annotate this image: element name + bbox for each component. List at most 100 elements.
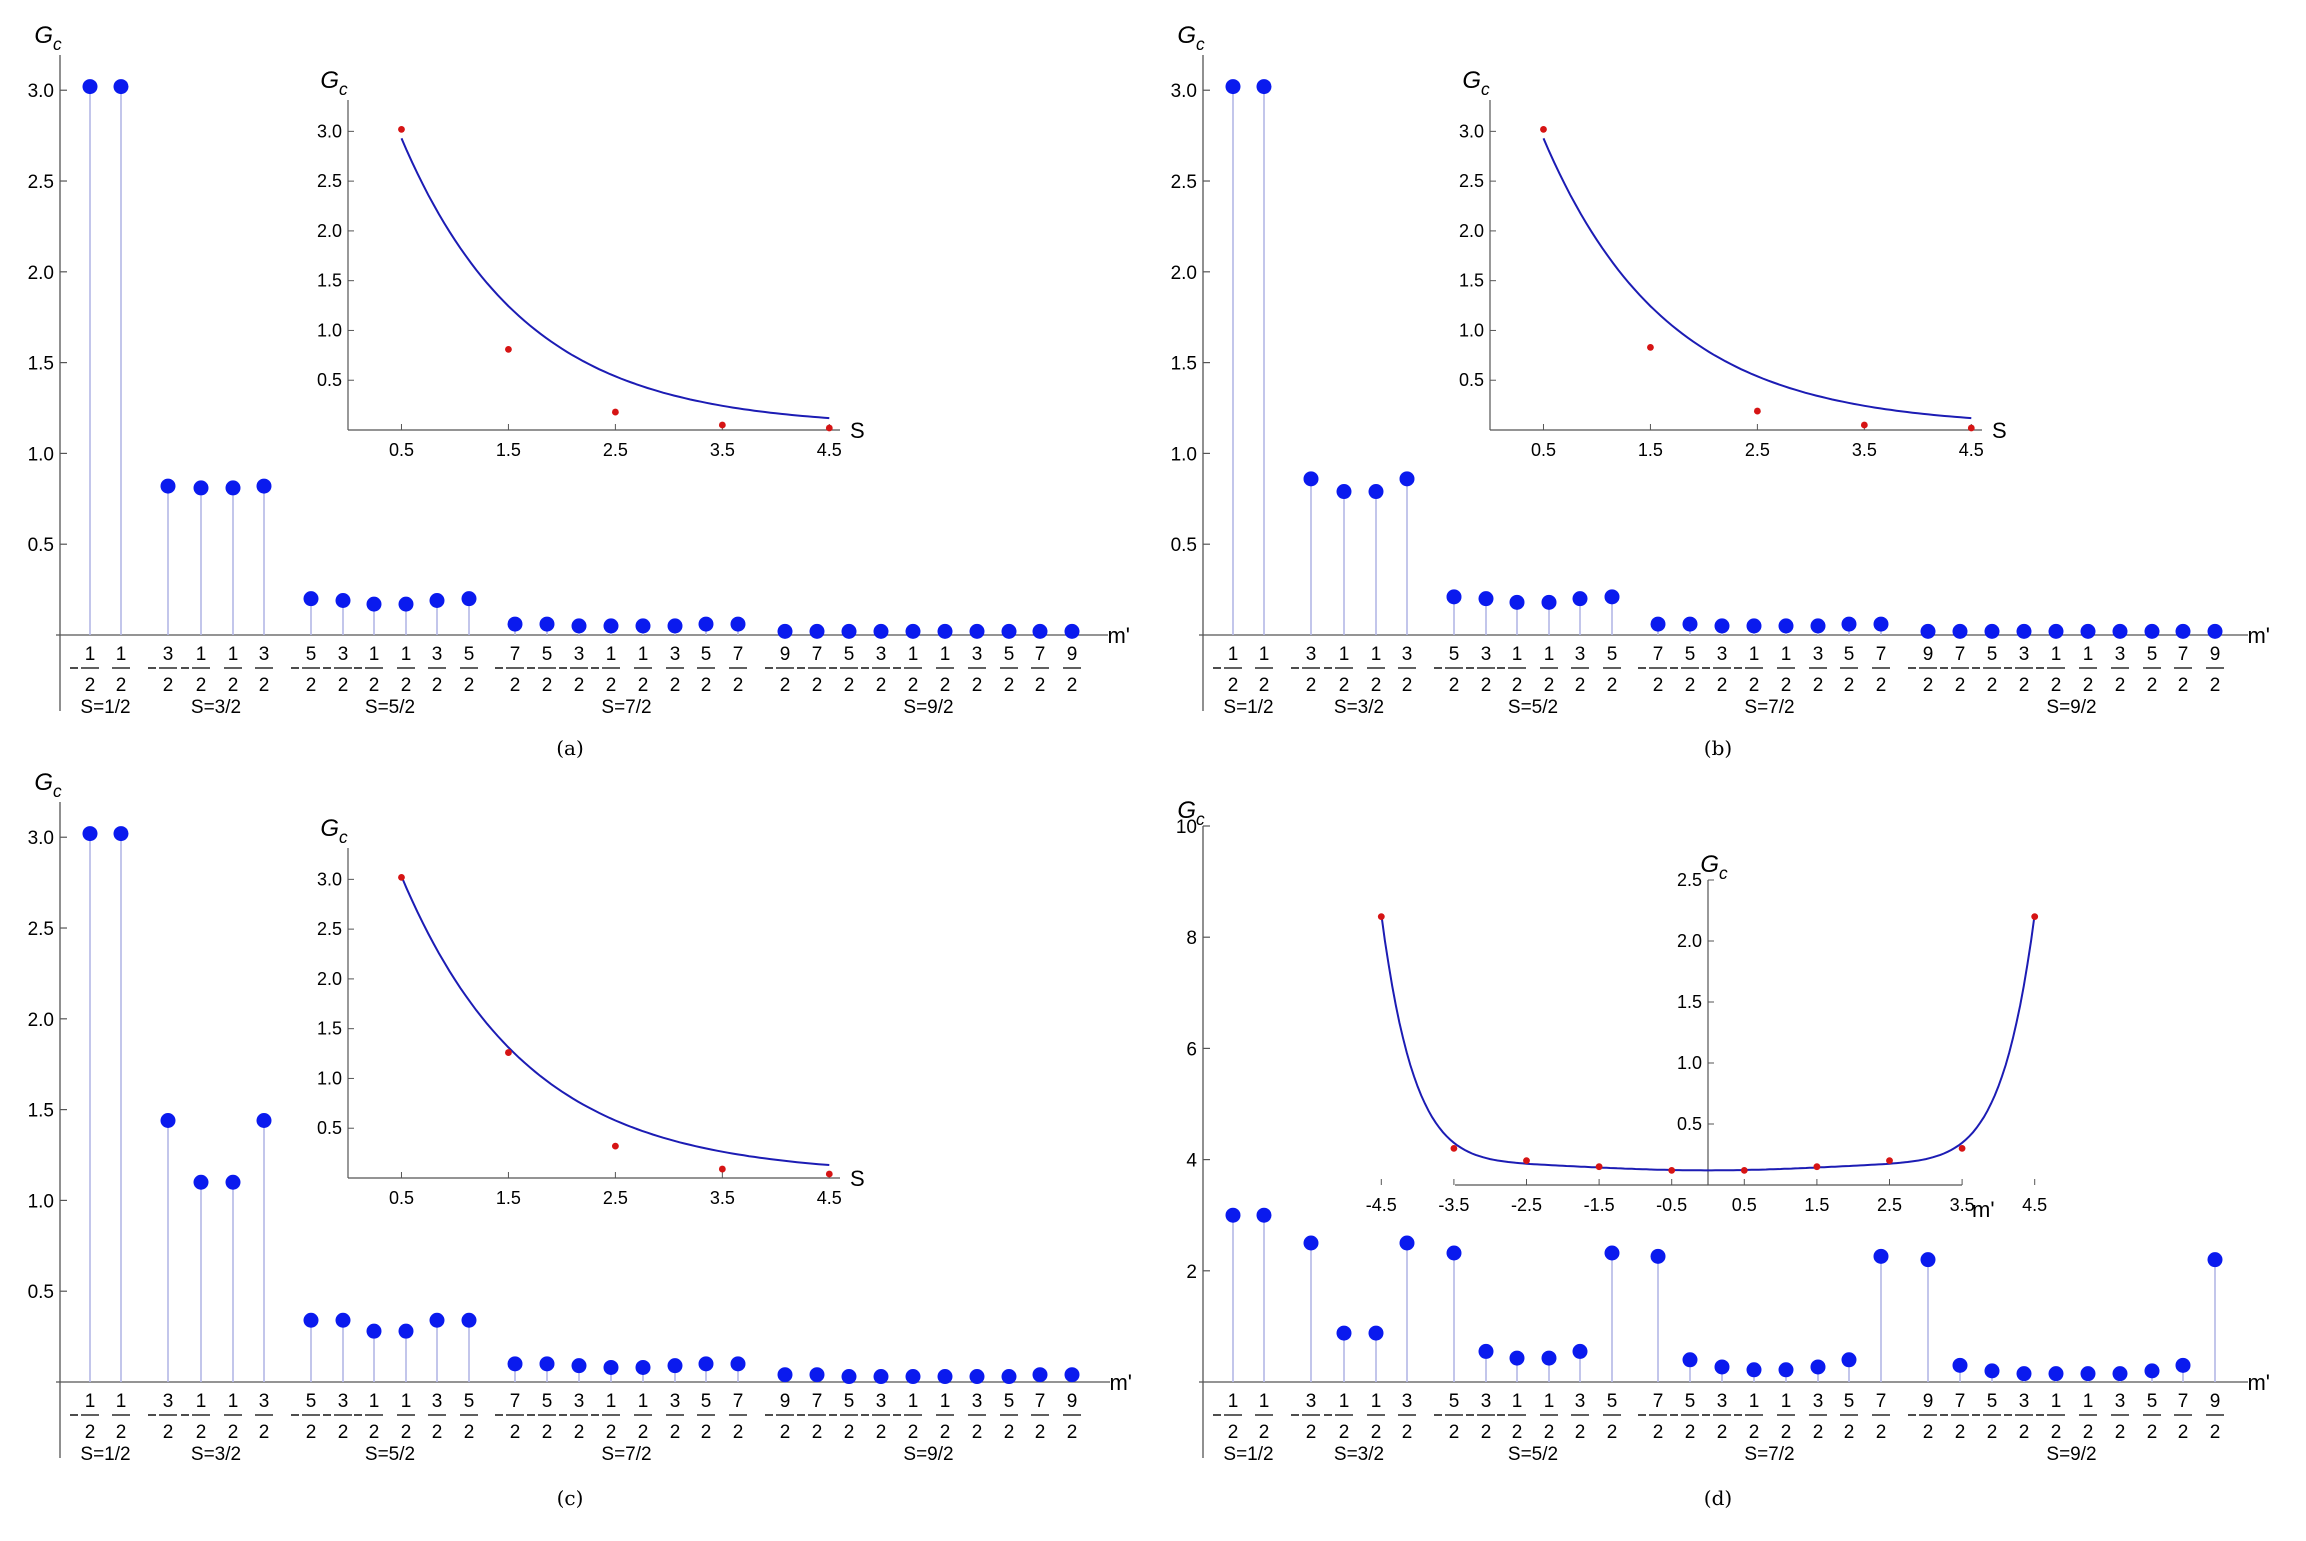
y-axis-label: Gc xyxy=(1177,22,1205,54)
x-tick-denominator: 2 xyxy=(733,1422,744,1443)
x-tick-numerator: 3 xyxy=(972,1391,983,1412)
x-tick-numerator: 7 xyxy=(733,1391,744,1412)
inset-x-axis-label: S xyxy=(850,418,865,443)
data-point xyxy=(398,1323,414,1339)
x-tick-denominator: 2 xyxy=(1067,1422,1078,1443)
x-tick-numerator: 1 xyxy=(196,1391,207,1412)
data-point xyxy=(1682,1352,1698,1368)
x-axis-label: m' xyxy=(1109,1370,1132,1395)
group-label: S=3/2 xyxy=(191,697,241,718)
group-label: S=7/2 xyxy=(1744,1444,1794,1465)
x-tick-numerator: 3 xyxy=(1402,1391,1413,1412)
y-tick-label: 1.5 xyxy=(28,354,54,375)
data-point xyxy=(1572,1343,1588,1359)
inset-data-point xyxy=(1668,1166,1676,1174)
inset-fit-curve xyxy=(400,876,830,1166)
inset-data-point xyxy=(611,408,619,416)
inset-y-axis-label: Gc xyxy=(320,815,348,847)
x-tick-denominator: 2 xyxy=(1717,675,1728,696)
inset-y-tick-label: 3.0 xyxy=(317,121,342,141)
x-tick-denominator: 2 xyxy=(1449,1422,1460,1443)
inset-x-axis-label: m' xyxy=(1972,1197,1995,1222)
x-tick-denominator: 2 xyxy=(876,1422,887,1443)
data-point xyxy=(1952,1357,1968,1373)
data-point xyxy=(603,1359,619,1375)
x-tick-numerator: 1 xyxy=(2083,644,2094,665)
x-tick-numerator: 3 xyxy=(259,1391,270,1412)
x-tick-numerator: 1 xyxy=(1259,1391,1270,1412)
inset-data-point xyxy=(505,345,512,353)
inset-x-tick-label: 4.5 xyxy=(817,440,842,460)
data-point xyxy=(1064,1367,1080,1383)
x-tick-denominator: 2 xyxy=(1035,1422,1046,1443)
x-tick-numerator: 1 xyxy=(1339,1391,1350,1412)
panel-a: 0.51.01.52.02.53.0Gcm'1212S=1/232121232S… xyxy=(28,22,1130,760)
x-tick-numerator: 5 xyxy=(844,1391,855,1412)
x-tick-numerator: 3 xyxy=(1813,644,1824,665)
x-tick-denominator: 2 xyxy=(780,1422,791,1443)
x-tick-denominator: 2 xyxy=(908,1422,919,1443)
panel-caption: (c) xyxy=(557,1486,584,1510)
inset-data-point xyxy=(1753,407,1761,415)
x-tick-numerator: 1 xyxy=(228,1391,239,1412)
inset-x-tick-label: 4.5 xyxy=(817,1188,842,1208)
x-tick-denominator: 2 xyxy=(1781,675,1792,696)
data-point xyxy=(1984,623,2000,639)
data-point xyxy=(1225,79,1241,95)
inset-data-point xyxy=(505,1049,512,1056)
inset-data-point xyxy=(1523,1157,1530,1164)
x-tick-denominator: 2 xyxy=(606,1422,617,1443)
x-tick-numerator: 9 xyxy=(1067,1391,1078,1412)
x-tick-denominator: 2 xyxy=(116,675,127,696)
x-tick-denominator: 2 xyxy=(844,1422,855,1443)
inset-y-tick-label: 0.5 xyxy=(1677,1114,1702,1134)
data-point xyxy=(1920,1252,1936,1268)
data-point xyxy=(82,826,98,842)
x-tick-denominator: 2 xyxy=(1781,1422,1792,1443)
x-tick-denominator: 2 xyxy=(196,1422,207,1443)
inset-y-tick-label: 3.0 xyxy=(1459,121,1484,141)
inset-data-point xyxy=(825,424,833,432)
x-tick-denominator: 2 xyxy=(196,675,207,696)
x-tick-denominator: 2 xyxy=(1402,1422,1413,1443)
inset-data-point xyxy=(1595,1163,1603,1171)
x-tick-numerator: 1 xyxy=(1544,1391,1555,1412)
data-point xyxy=(937,1369,953,1385)
group-label: S=3/2 xyxy=(1334,697,1384,718)
x-tick-denominator: 2 xyxy=(464,1422,475,1443)
inset-data-point xyxy=(1958,1145,1966,1152)
x-tick-denominator: 2 xyxy=(780,675,791,696)
x-tick-denominator: 2 xyxy=(638,1422,649,1443)
x-tick-denominator: 2 xyxy=(1067,675,1078,696)
y-tick-label: 0.5 xyxy=(1171,535,1197,556)
data-point xyxy=(571,1358,587,1374)
x-tick-denominator: 2 xyxy=(1844,1422,1855,1443)
inset-y-tick-label: 0.5 xyxy=(317,370,342,390)
x-tick-numerator: 5 xyxy=(844,644,855,665)
group-label: S=7/2 xyxy=(601,1444,651,1465)
data-point xyxy=(777,1367,793,1383)
inset-y-tick-label: 0.5 xyxy=(1459,370,1484,390)
y-tick-label: 1.0 xyxy=(28,444,54,465)
data-point xyxy=(1509,594,1525,610)
inset-y-tick-label: 1.5 xyxy=(317,1019,342,1039)
data-point xyxy=(2207,623,2223,639)
inset-x-tick-label: 1.5 xyxy=(496,1188,521,1208)
x-tick-numerator: 1 xyxy=(1512,1391,1523,1412)
data-point xyxy=(809,1367,825,1383)
group-label: S=5/2 xyxy=(1508,697,1558,718)
data-point xyxy=(1841,616,1857,632)
x-tick-numerator: 5 xyxy=(464,1391,475,1412)
inset-x-axis-label: S xyxy=(850,1166,865,1191)
x-tick-numerator: 5 xyxy=(2147,644,2158,665)
data-point xyxy=(667,1358,683,1374)
y-tick-label: 4 xyxy=(1186,1151,1197,1172)
x-tick-numerator: 3 xyxy=(338,644,349,665)
inset-x-tick-label: -1.5 xyxy=(1584,1195,1615,1215)
x-tick-numerator: 5 xyxy=(542,644,553,665)
x-tick-denominator: 2 xyxy=(638,675,649,696)
x-tick-denominator: 2 xyxy=(2051,1422,2062,1443)
data-point xyxy=(160,478,176,494)
data-point xyxy=(335,592,351,608)
